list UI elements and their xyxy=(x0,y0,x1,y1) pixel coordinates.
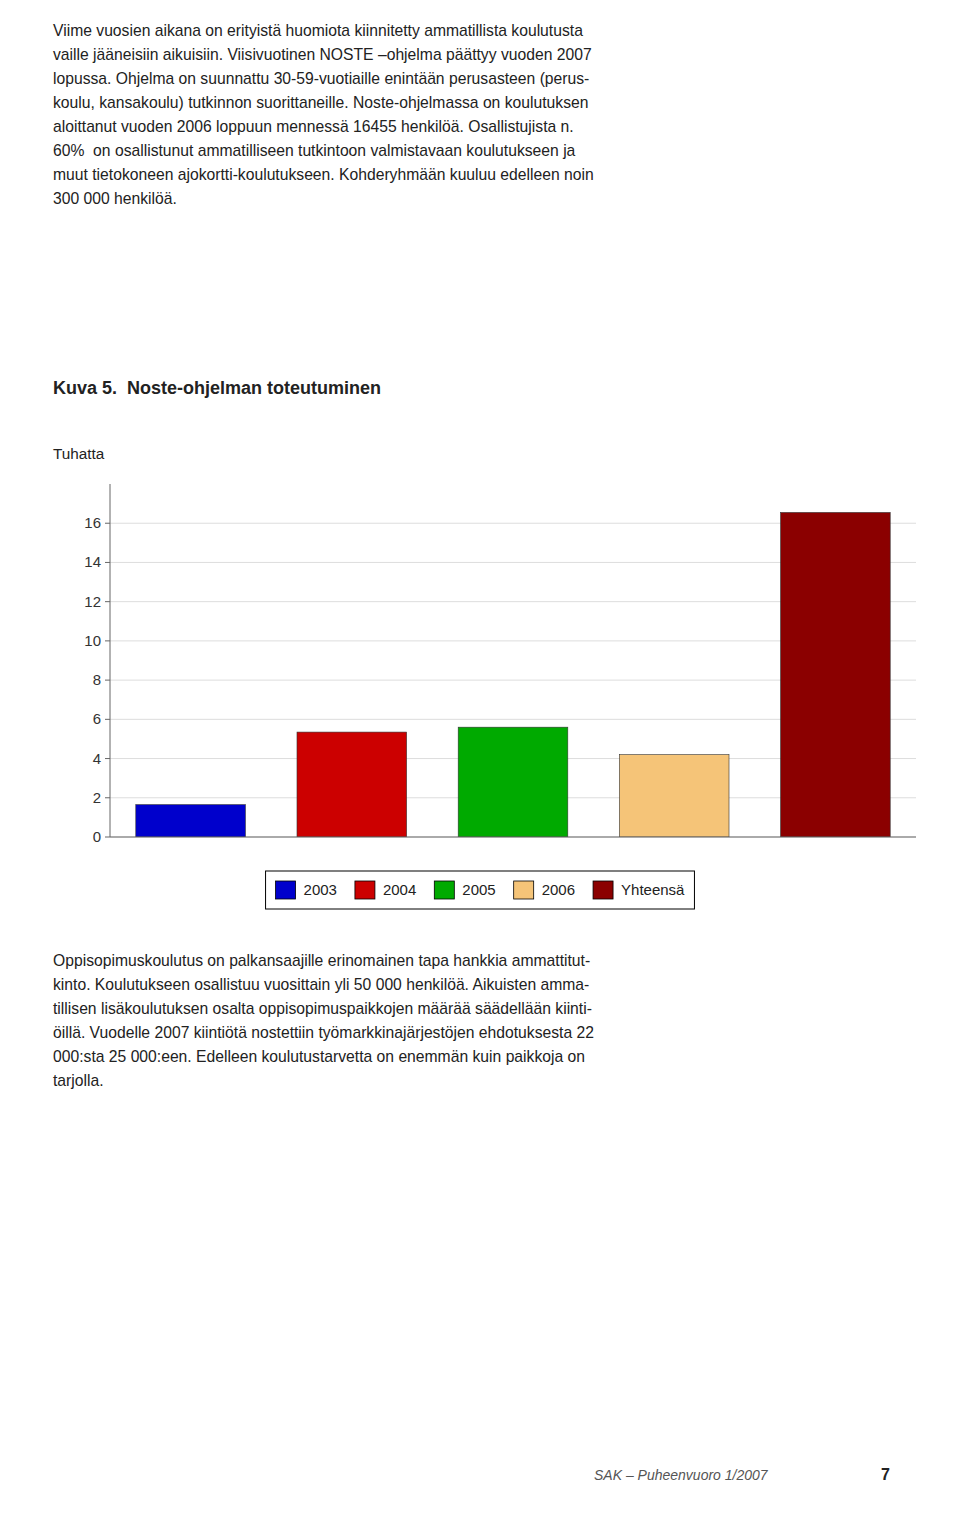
grid-line xyxy=(110,680,916,681)
bottom-text-line: tillisen lisäkoulutuksen osalta oppisopi… xyxy=(53,1000,592,1018)
y-tick-label: 2 xyxy=(93,789,101,806)
top-text-line: koulu, kansakoulu) tutkinnon suorittanei… xyxy=(53,94,588,112)
legend-label: Yhteensä xyxy=(621,881,685,898)
legend-swatch xyxy=(276,881,296,899)
top-text-line: aloittanut vuoden 2006 loppuun mennessä … xyxy=(53,118,574,136)
y-tick-label: 10 xyxy=(84,632,101,649)
grid-line xyxy=(110,797,916,798)
chart: 0 2 4 6 8 10 12 14 16 2003 2004 2005 2006 Yhteensä xyxy=(0,0,960,1535)
y-tick xyxy=(105,562,110,563)
grid-line xyxy=(110,758,916,759)
y-tick-label: 12 xyxy=(84,593,101,610)
legend-label: 2003 xyxy=(304,881,337,898)
y-tick xyxy=(105,601,110,602)
top-text-line: 300 000 henkilöä. xyxy=(53,190,177,208)
top-text-line: lopussa. Ohjelma on suunnattu 30-59-vuot… xyxy=(53,70,589,88)
bar xyxy=(619,755,729,837)
y-tick-label: 4 xyxy=(93,750,101,767)
y-tick-label: 6 xyxy=(93,710,101,727)
legend-label: 2005 xyxy=(462,881,495,898)
bottom-text-line: kinto. Koulutukseen osallistuu vuosittai… xyxy=(53,976,589,994)
bar xyxy=(297,732,407,837)
chart-title: Kuva 5. Noste-ohjelman toteutuminen xyxy=(53,378,381,399)
y-tick xyxy=(105,758,110,759)
bottom-text-line: Oppisopimuskoulutus on palkansaajille er… xyxy=(53,952,590,970)
legend-label: 2004 xyxy=(383,881,416,898)
y-axis-line xyxy=(110,484,111,837)
y-tick xyxy=(105,680,110,681)
y-axis-label: Tuhatta xyxy=(53,445,104,463)
bottom-text-line: 000:sta 25 000:een. Edelleen koulutustar… xyxy=(53,1048,585,1066)
grid-line xyxy=(110,562,916,563)
y-tick-label: 14 xyxy=(84,553,101,570)
legend-swatch xyxy=(355,881,375,899)
grid-line xyxy=(110,523,916,524)
top-text-line: Viime vuosien aikana on erityistä huomio… xyxy=(53,22,583,40)
legend: 2003 2004 2005 2006 Yhteensä xyxy=(266,871,695,909)
grid-line xyxy=(110,837,916,838)
bottom-text-line: öillä. Vuodelle 2007 kiintiötä nostettii… xyxy=(53,1024,594,1042)
grid-line xyxy=(110,640,916,641)
bar xyxy=(781,512,891,837)
footer: SAK – Puheenvuoro 1/2007 xyxy=(594,1467,768,1483)
grid-line xyxy=(110,719,916,720)
y-tick xyxy=(105,837,110,838)
y-tick-label: 0 xyxy=(93,828,101,845)
x-axis-line xyxy=(110,837,916,838)
y-tick-label: 8 xyxy=(93,671,101,688)
y-tick-label: 16 xyxy=(84,514,101,531)
legend-frame xyxy=(266,871,695,909)
grid-line xyxy=(110,601,916,602)
y-tick xyxy=(105,797,110,798)
top-text-line: vaille jääneisiin aikuisiin. Viisivuotin… xyxy=(53,46,592,64)
top-text-line: muut tietokoneen ajokortti-koulutukseen.… xyxy=(53,166,594,184)
legend-swatch xyxy=(514,881,534,899)
page-number: 7 xyxy=(881,1466,890,1484)
y-tick xyxy=(105,523,110,524)
legend-swatch xyxy=(593,881,613,899)
legend-swatch xyxy=(434,881,454,899)
bar xyxy=(136,805,246,837)
bar xyxy=(458,727,568,837)
top-text-line: 60% on osallistunut ammatilliseen tutkin… xyxy=(53,142,575,160)
y-tick xyxy=(105,719,110,720)
legend-label: 2006 xyxy=(542,881,575,898)
bottom-text-line: tarjolla. xyxy=(53,1072,104,1090)
y-tick xyxy=(105,640,110,641)
bars xyxy=(136,512,890,837)
